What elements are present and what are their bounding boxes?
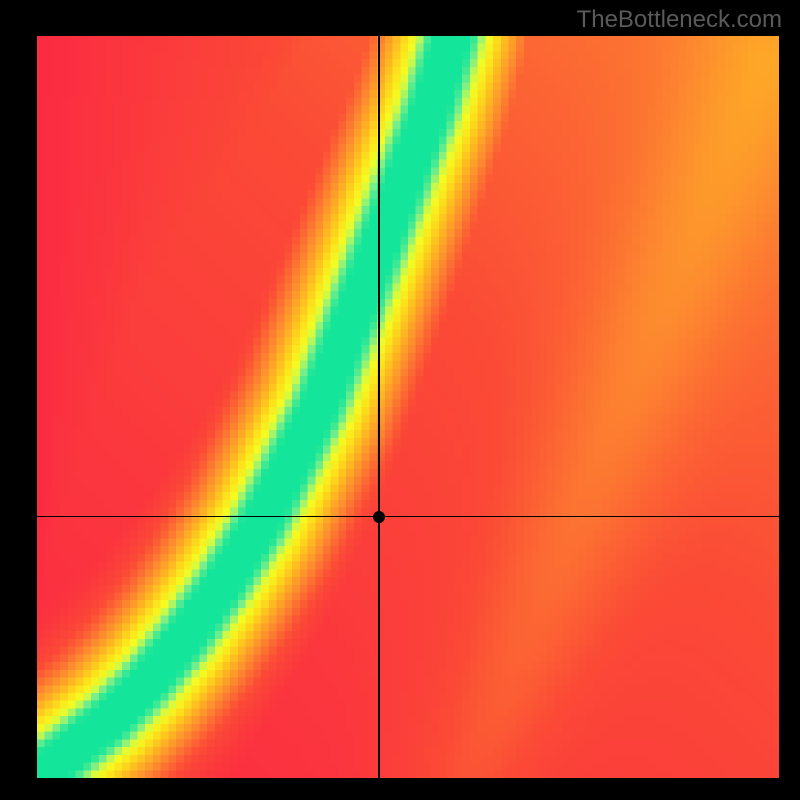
watermark-text: TheBottleneck.com: [577, 6, 782, 34]
crosshair-horizontal: [37, 516, 779, 517]
crosshair-vertical: [378, 36, 379, 778]
heatmap-chart: [37, 36, 779, 778]
crosshair-marker: [373, 511, 385, 523]
heatmap-canvas: [37, 36, 779, 778]
